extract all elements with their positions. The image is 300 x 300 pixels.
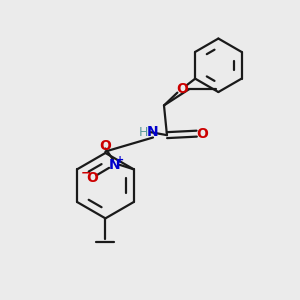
Text: O: O xyxy=(197,127,208,141)
Text: −: − xyxy=(80,167,91,179)
Text: O: O xyxy=(176,82,188,96)
Text: O: O xyxy=(86,171,98,185)
Text: H: H xyxy=(139,126,148,139)
Text: O: O xyxy=(100,139,111,152)
Text: +: + xyxy=(116,154,124,164)
Text: N: N xyxy=(147,125,159,139)
Text: N: N xyxy=(109,158,120,172)
